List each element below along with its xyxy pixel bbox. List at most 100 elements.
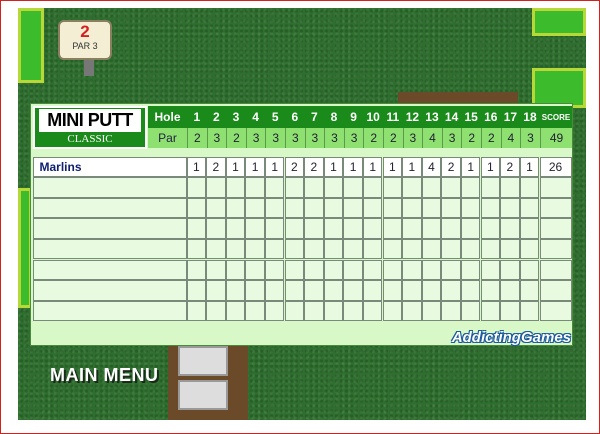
player-score: 1 [343, 156, 363, 178]
logo-title: MINI PUTT [39, 109, 141, 132]
player-total [539, 300, 572, 322]
player-score [460, 280, 481, 301]
player-score [480, 177, 501, 198]
player-score: 1 [186, 156, 207, 178]
player-score [441, 280, 461, 301]
hole-number: 10 [366, 110, 380, 124]
player-name [32, 280, 187, 301]
player-score [402, 218, 422, 239]
player-score [206, 197, 226, 219]
player-score [245, 300, 265, 322]
player-score [186, 280, 207, 301]
sign-hole: 2 [80, 22, 90, 41]
player-score [186, 259, 207, 281]
player-score [460, 259, 481, 281]
player-score [284, 177, 305, 198]
brand: AddictingGames [451, 328, 571, 346]
player-score [245, 177, 265, 198]
player-score [480, 280, 501, 301]
player-score [206, 218, 226, 239]
player-score [284, 218, 305, 239]
player-name [32, 238, 187, 260]
player-score [264, 300, 285, 322]
player-total [539, 259, 572, 281]
player-score [519, 197, 540, 219]
player-score [343, 177, 363, 198]
player-score [519, 300, 540, 322]
player-score [225, 259, 246, 281]
hole-par: 4 [422, 128, 442, 148]
player-score [382, 300, 403, 322]
player-score [441, 177, 461, 198]
player-score [186, 218, 207, 239]
player-score [421, 259, 442, 281]
hole-par: 2 [226, 128, 246, 148]
player-score [206, 238, 226, 260]
hole-par: 3 [441, 128, 462, 148]
hole-number: 9 [350, 110, 357, 124]
player-total [539, 177, 572, 198]
player-score [500, 259, 520, 281]
player-score [382, 238, 403, 260]
player-score [402, 238, 422, 260]
hole-number: 13 [425, 110, 439, 124]
player-score [382, 197, 403, 219]
hole-row [148, 106, 572, 128]
player-score [284, 259, 305, 281]
player-score [323, 218, 344, 239]
hole-par: 3 [304, 128, 325, 148]
player-score [343, 197, 363, 219]
logo-subtitle: CLASSIC [67, 133, 113, 145]
player-score [304, 197, 324, 219]
player-score [362, 218, 383, 239]
hole-par: 3 [520, 128, 540, 148]
player-score: 2 [206, 156, 226, 178]
player-score [519, 218, 540, 239]
player-score [382, 218, 403, 239]
player-total: 26 [539, 156, 572, 178]
main-menu-button[interactable]: MAIN MENU [50, 365, 159, 385]
player-score [245, 280, 265, 301]
score-label: SCORE [541, 112, 571, 122]
player-score [245, 259, 265, 281]
player-score [500, 238, 520, 260]
player-score [264, 218, 285, 239]
player-score [186, 177, 207, 198]
player-score [421, 218, 442, 239]
player-score [186, 238, 207, 260]
player-score [323, 197, 344, 219]
player-score [323, 177, 344, 198]
course-wall [18, 8, 44, 83]
player-score: 1 [519, 156, 540, 178]
player-name [32, 300, 187, 322]
hole-number: 3 [232, 110, 240, 124]
player-score [343, 218, 363, 239]
player-score [402, 197, 422, 219]
player-score [323, 238, 344, 260]
player-score: 1 [245, 156, 265, 178]
player-score: 1 [362, 156, 383, 178]
player-score [264, 177, 285, 198]
player-score: 2 [441, 156, 461, 178]
player-score [460, 238, 481, 260]
hole-number: 14 [444, 110, 459, 124]
player-score [343, 259, 363, 281]
player-name [32, 197, 187, 219]
player-score [245, 197, 265, 219]
player-score [304, 280, 324, 301]
player-score: 1 [264, 156, 285, 178]
player-score [421, 177, 442, 198]
player-score: 1 [402, 156, 422, 178]
player-score [186, 300, 207, 322]
par-label: Par [158, 131, 177, 145]
player-score [323, 300, 344, 322]
player-score [304, 218, 324, 239]
player-score: 2 [304, 156, 324, 178]
player-score [460, 300, 481, 322]
hole-par: 2 [461, 128, 481, 148]
sign-post [84, 58, 94, 76]
player-score [441, 300, 461, 322]
player-score [441, 259, 461, 281]
player-score [362, 197, 383, 219]
hole-par: 3 [206, 128, 227, 148]
